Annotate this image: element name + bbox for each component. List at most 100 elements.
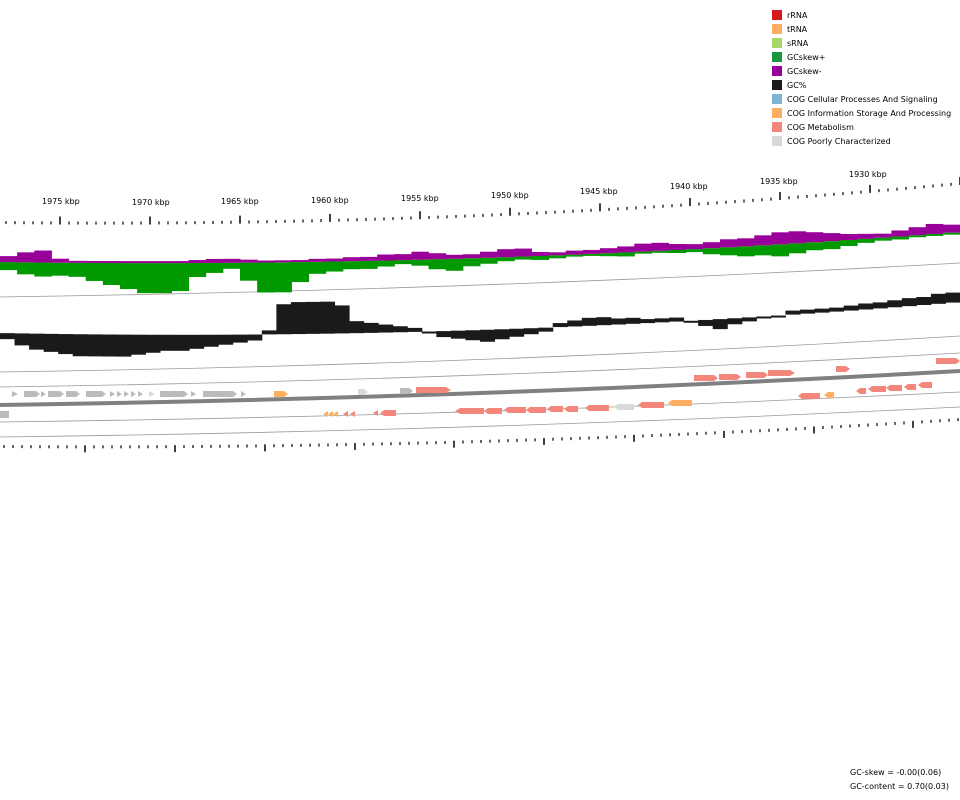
cds-feature[interactable] [416, 387, 451, 393]
gc-skew-minus-bar [874, 233, 892, 238]
cds-feature[interactable] [373, 410, 378, 416]
cds-feature[interactable] [904, 384, 916, 390]
cds-feature[interactable] [24, 391, 40, 397]
gc-skew-minus-bar [102, 261, 121, 264]
cds-feature[interactable] [66, 391, 80, 397]
cds-feature[interactable] [241, 391, 246, 397]
cds-feature[interactable] [719, 374, 741, 380]
gc-skew-stat: GC-skew = -0.00(0.06) [850, 768, 942, 777]
gc-skew-plus-bar [582, 253, 601, 256]
cds-feature[interactable] [768, 370, 795, 376]
gc-content-bar [145, 334, 161, 353]
gc-skew-plus-bar [754, 245, 772, 256]
cds-feature[interactable] [86, 391, 106, 397]
gc-skew-minus-bar [737, 238, 755, 247]
gc-content-bar [843, 305, 859, 311]
legend-label: GCskew- [787, 66, 822, 76]
cds-feature[interactable] [798, 393, 820, 399]
gc-skew-minus-bar [582, 249, 601, 254]
cds-feature[interactable] [124, 391, 129, 397]
cds-feature[interactable] [824, 392, 834, 398]
tick-label: 1930 kbp [849, 170, 887, 179]
tick-label: 1940 kbp [670, 182, 708, 191]
cds-feature[interactable] [350, 411, 355, 417]
cds-feature[interactable] [0, 411, 9, 418]
cds-feature[interactable] [274, 391, 288, 397]
gc-content-bar [87, 334, 103, 357]
gc-skew-plus-bar [737, 246, 755, 257]
tick-label: 1935 kbp [760, 177, 798, 186]
cds-feature[interactable] [638, 402, 664, 408]
gc-skew-plus-bar [240, 262, 258, 281]
cds-feature[interactable] [12, 391, 18, 397]
tick-label: 1945 kbp [580, 187, 618, 196]
cds-feature[interactable] [504, 407, 526, 413]
cds-feature[interactable] [585, 405, 609, 411]
cds-feature[interactable] [836, 366, 850, 372]
tick-label: 1975 kbp [42, 197, 80, 206]
cds-feature[interactable] [746, 372, 768, 378]
cds-feature[interactable] [614, 404, 634, 410]
legend-swatch [772, 80, 782, 90]
cds-feature[interactable] [138, 391, 143, 397]
ruler-inner [3, 418, 959, 453]
gc-skew-plus-bar [942, 232, 960, 235]
reverse-strand-genes [0, 382, 932, 418]
legend-swatch [772, 24, 782, 34]
gc-content-bar [378, 324, 394, 333]
gc-skew-plus-bar [651, 250, 670, 253]
gc-content-bar [116, 334, 132, 357]
gc-content-bar [305, 301, 321, 334]
cds-feature[interactable] [333, 411, 338, 417]
gc-skew-track [0, 223, 960, 294]
cds-feature[interactable] [856, 388, 866, 394]
cds-feature[interactable] [886, 385, 902, 391]
gc-skew-plus-bar [68, 262, 87, 277]
cds-feature[interactable] [110, 391, 115, 397]
gc-skew-plus-bar [188, 263, 207, 278]
gc-skew-minus-bar [822, 233, 841, 242]
cds-feature[interactable] [48, 391, 64, 397]
cds-feature[interactable] [936, 358, 960, 364]
track-guide-line [0, 352, 960, 388]
cds-feature[interactable] [564, 406, 578, 412]
cds-feature[interactable] [484, 408, 502, 414]
gc-content-bar [683, 320, 699, 323]
cds-feature[interactable] [547, 406, 563, 412]
cds-feature[interactable] [526, 407, 546, 413]
cds-feature[interactable] [117, 391, 122, 397]
gc-skew-plus-bar [34, 262, 52, 277]
cds-feature[interactable] [203, 391, 237, 397]
gc-skew-plus-bar [257, 262, 275, 293]
gc-skew-minus-bar [154, 261, 172, 264]
cds-feature[interactable] [328, 411, 333, 417]
track-guide-line [0, 406, 960, 438]
gc-skew-minus-bar [531, 251, 550, 256]
gc-content-bar [407, 327, 423, 332]
cds-feature[interactable] [380, 410, 396, 416]
legend-label: sRNA [787, 38, 809, 48]
cds-feature[interactable] [149, 391, 155, 397]
gc-skew-plus-bar [514, 256, 532, 260]
cds-feature[interactable] [400, 388, 413, 394]
cds-feature[interactable] [191, 391, 196, 397]
cds-feature[interactable] [918, 382, 932, 388]
gc-content-bar [58, 334, 74, 355]
gc-skew-minus-bar [17, 252, 35, 263]
gc-content-bar [669, 317, 685, 322]
gc-content-bar [203, 334, 219, 347]
gc-content-bar [29, 333, 45, 350]
cds-feature[interactable] [668, 400, 692, 406]
cds-feature[interactable] [455, 408, 484, 414]
cds-feature[interactable] [694, 375, 718, 381]
cds-feature[interactable] [323, 411, 328, 417]
cds-feature[interactable] [41, 391, 46, 397]
cds-feature[interactable] [358, 389, 368, 395]
cds-feature[interactable] [343, 411, 348, 417]
cds-feature[interactable] [131, 391, 136, 397]
cds-feature[interactable] [160, 391, 188, 397]
gc-content-bar [392, 326, 408, 333]
cds-feature[interactable] [868, 386, 886, 392]
gc-content-bar [334, 305, 350, 334]
gc-skew-plus-bar [428, 259, 447, 270]
